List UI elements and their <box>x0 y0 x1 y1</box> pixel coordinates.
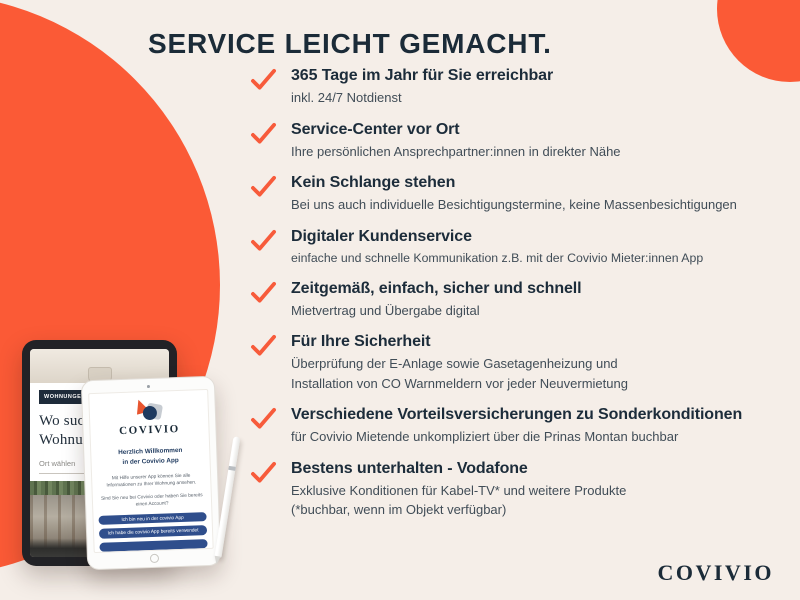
item-title: Zeitgemäß, einfach, sicher und schnell <box>291 279 582 297</box>
list-item: 365 Tage im Jahr für Sie erreichbar inkl… <box>250 67 790 108</box>
item-subtext: Bei uns auch individuelle Besichtigungst… <box>291 197 737 212</box>
item-title: Service-Center vor Ort <box>291 120 460 138</box>
check-icon <box>251 461 276 483</box>
item-title: Bestens unterhalten - Vodafone <box>291 459 528 477</box>
check-icon <box>251 335 276 356</box>
app-body-text: Sind Sie neu bei Covivio oder haben Sie … <box>100 492 203 508</box>
app-button-existing-user: Ich habe die covivio App bereits verwend… <box>98 525 208 540</box>
item-subtext: Mietvertrag und Übergabe digital <box>291 302 480 318</box>
item-subtext: (*buchbar, wenn im Objekt verfügbar) <box>291 502 507 518</box>
item-subtext: Exklusive Konditionen für Kabel-TV* und … <box>291 482 627 498</box>
camera-dot <box>146 385 150 389</box>
item-subtext: Ihre persönlichen Ansprechpartner:innen … <box>291 143 621 159</box>
list-item: Zeitgemäß, einfach, sicher und schnell M… <box>250 280 790 321</box>
app-welcome-heading: Herzlich Willkommen in der Covivio App <box>118 447 183 466</box>
list-item: Für Ihre Sicherheit Überprüfung der E-An… <box>250 333 790 393</box>
location-input: Ort wählen <box>39 459 117 474</box>
item-title: 365 Tage im Jahr für Sie erreichbar <box>291 67 554 84</box>
item-title: Digitaler Kundenservice <box>291 227 472 245</box>
check-icon <box>251 68 276 90</box>
item-subtext: für Covivio Mietende unkompliziert über … <box>291 429 679 445</box>
list-item: Digitaler Kundenservice einfache und sch… <box>250 228 790 267</box>
item-title: Für Ihre Sicherheit <box>291 333 431 351</box>
home-button <box>149 553 159 564</box>
list-item: Kein Schlange stehen Bei uns auch indivi… <box>250 174 790 215</box>
check-icon <box>251 175 276 197</box>
check-icon <box>251 122 276 144</box>
list-item: Verschiedene Vorteilsversicherungen zu S… <box>250 406 790 447</box>
app-screen: COVIVIO Herzlich Willkommen in der Coviv… <box>88 388 214 554</box>
app-button-new-user: Ich bin neu in der covivio App <box>98 511 207 526</box>
item-subtext: einfache und schnelle Kommunikation z.B.… <box>291 250 704 265</box>
tab-wohnungen: WOHNUNGEN <box>39 390 91 404</box>
covivio-logo: COVIVIO <box>657 560 774 585</box>
list-item: Bestens unterhalten - Vodafone Exklusive… <box>250 460 790 520</box>
check-icon <box>251 408 276 429</box>
item-subtext: Installation von CO Warnmeldern vor jede… <box>291 375 628 391</box>
covivio-wordmark: COVIVIO <box>118 423 181 438</box>
list-item: Service-Center vor Ort Ihre persönlichen… <box>250 121 790 162</box>
covivio-app-icon <box>136 402 164 421</box>
item-subtext: inkl. 24/7 Notdienst <box>291 90 402 105</box>
app-button-clipped <box>99 539 208 552</box>
service-checklist: 365 Tage im Jahr für Sie erreichbar inkl… <box>250 67 790 520</box>
item-title: Verschiedene Vorteilsversicherungen zu S… <box>291 406 743 424</box>
item-title: Kein Schlange stehen <box>291 174 456 191</box>
item-subtext: Überprüfung der E-Anlage sowie Gasetagen… <box>291 356 618 372</box>
check-icon <box>251 281 276 303</box>
app-device-mockup: COVIVIO Herzlich Willkommen in der Coviv… <box>80 375 222 571</box>
app-body-text: Mit Hilfe unserer App können Sie alle In… <box>106 473 197 489</box>
check-icon <box>251 229 276 251</box>
page-title: SERVICE LEICHT GEMACHT. <box>148 28 552 59</box>
